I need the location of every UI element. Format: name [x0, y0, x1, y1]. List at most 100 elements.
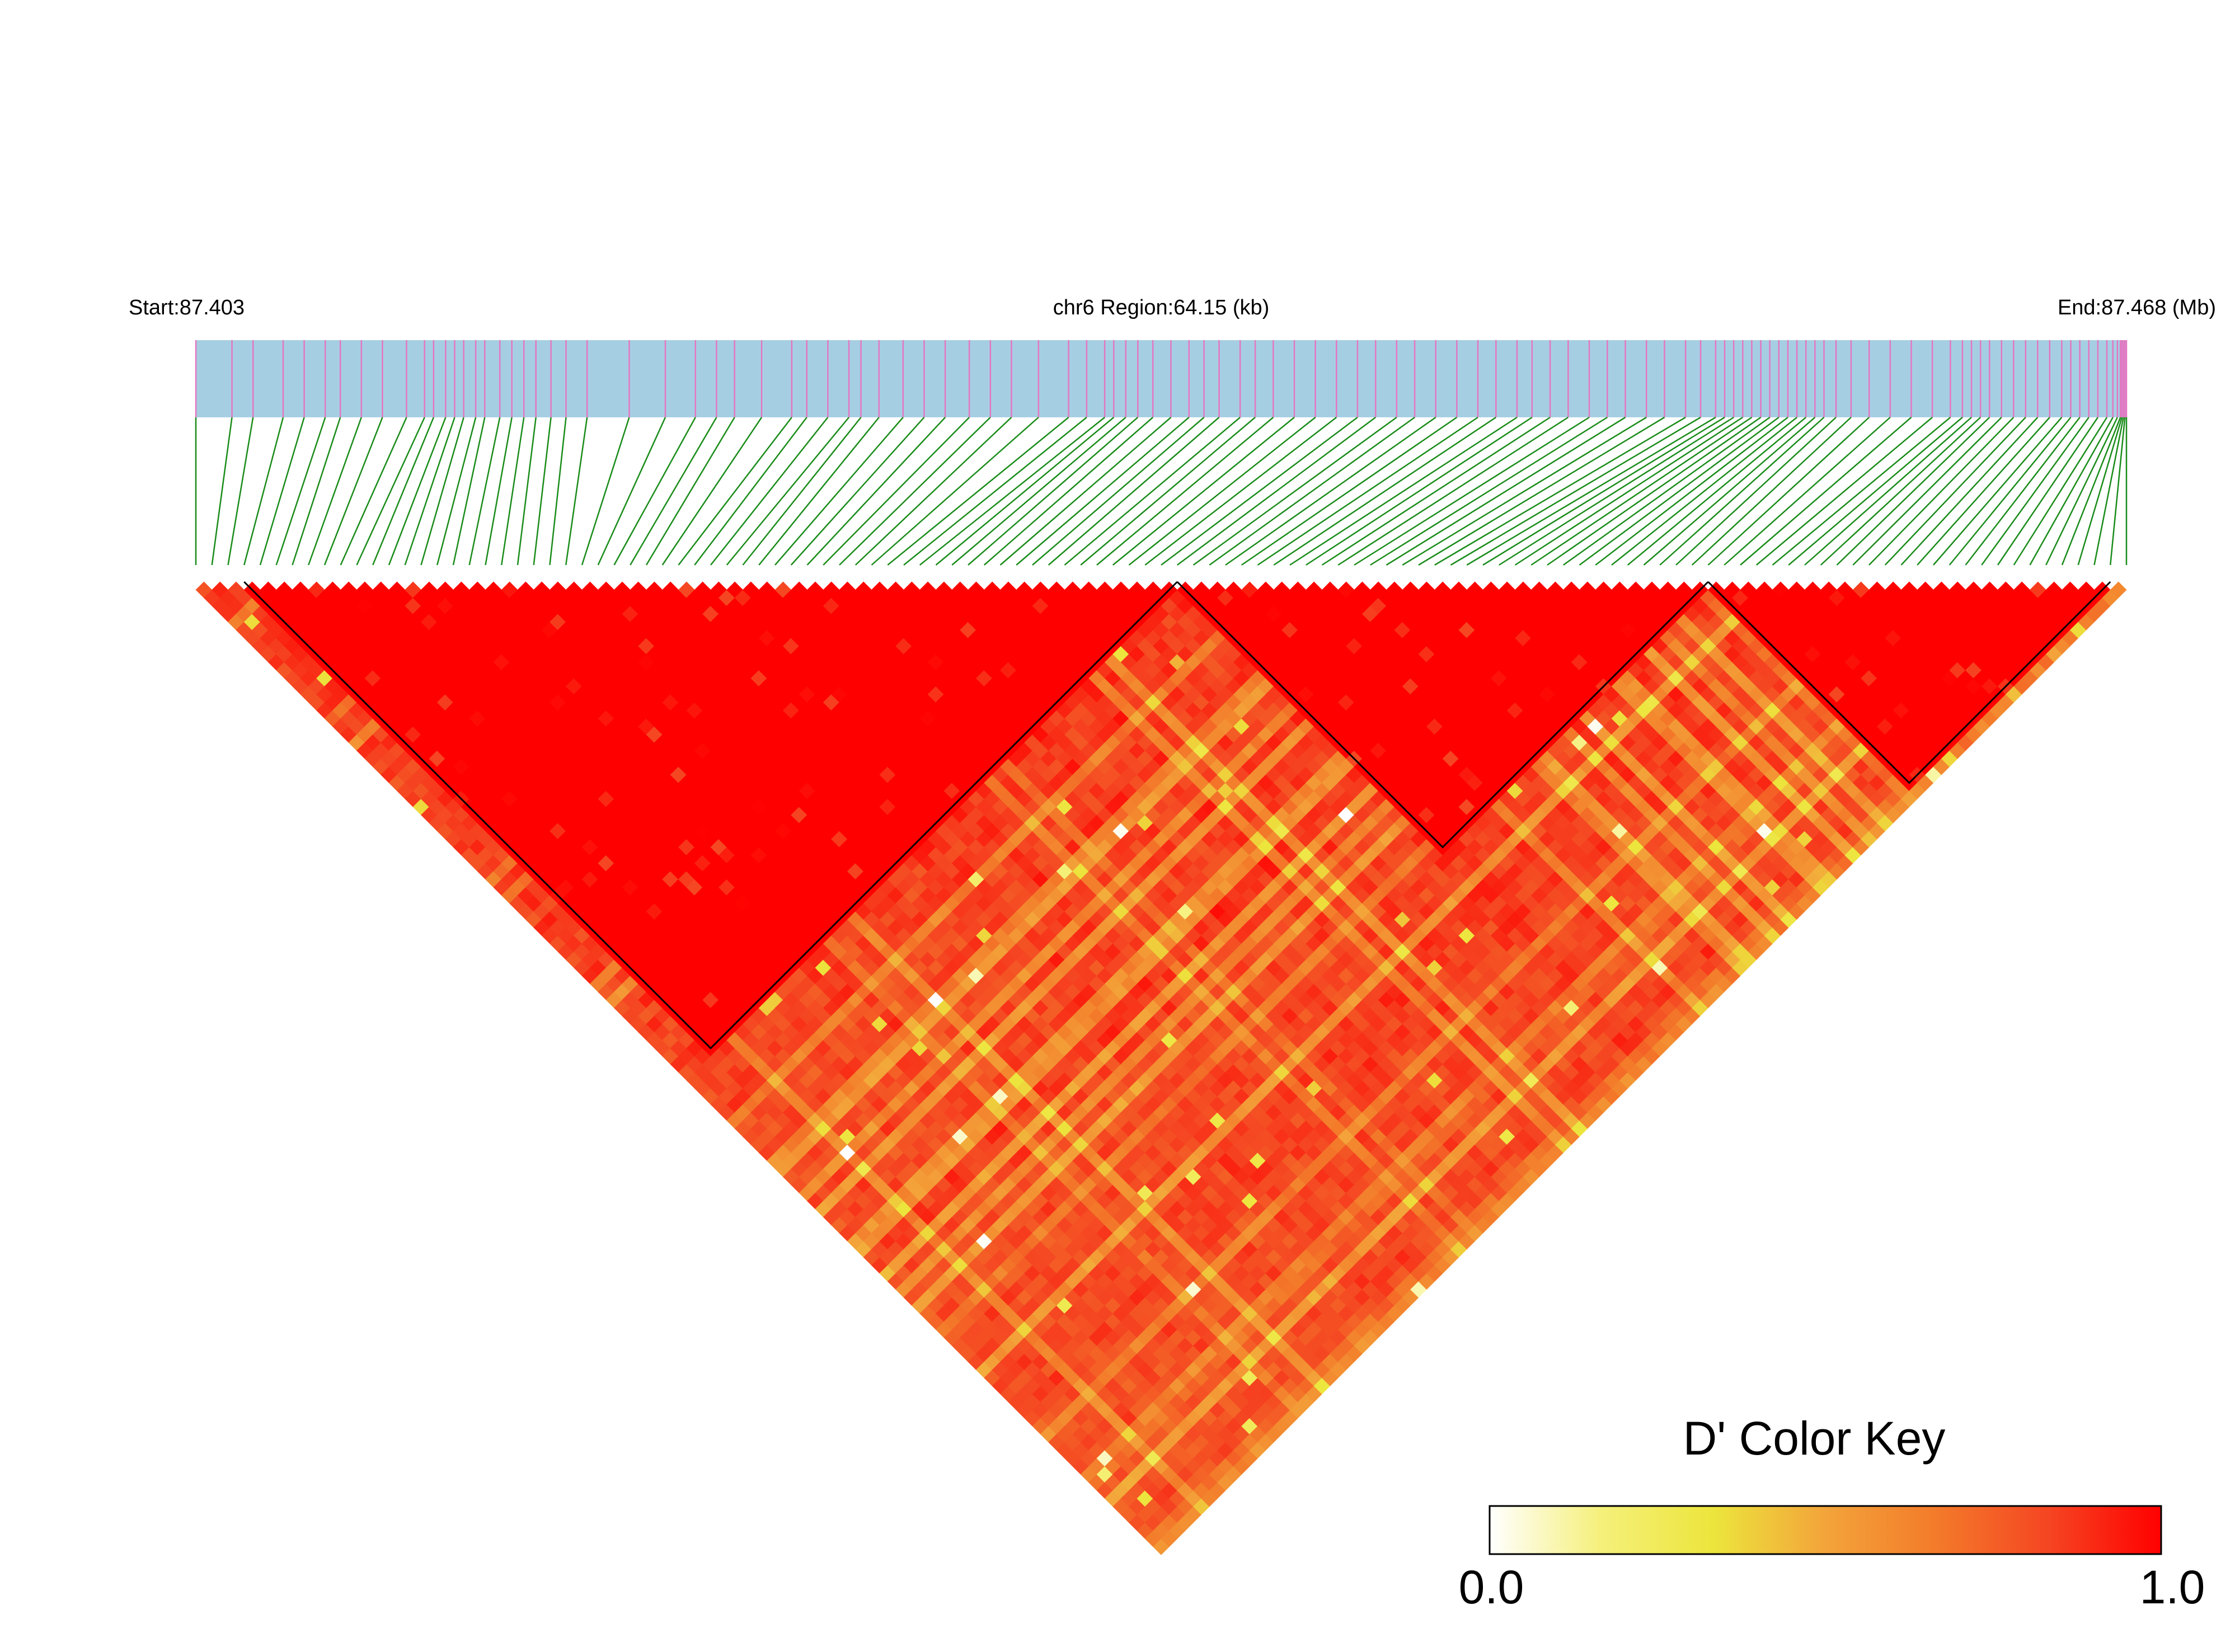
snp-connector: [436, 417, 477, 566]
snp-connector: [823, 417, 970, 566]
snp-connector: [517, 417, 537, 566]
snp-connector: [1482, 416, 1725, 566]
snp-connector: [1096, 417, 1274, 566]
snp-connector: [774, 417, 904, 566]
snp-connector: [1161, 417, 1358, 566]
snp-connector: [790, 417, 925, 566]
snp-connector: [1144, 417, 1337, 566]
snp-connector: [871, 417, 1039, 566]
snp-connector: [1273, 416, 1496, 566]
snp-connector: [935, 417, 1115, 566]
snp-connector: [275, 417, 326, 566]
snp-connector: [1804, 417, 1972, 566]
snp-connector: [710, 417, 829, 566]
snp-connector: [613, 417, 696, 566]
snp-connector: [1755, 417, 1933, 566]
snp-connector: [1209, 416, 1415, 566]
snp-connector: [2029, 417, 2114, 566]
snp-connector: [1900, 417, 2039, 566]
snp-connector: [1675, 417, 1837, 566]
snp-connector: [951, 417, 1126, 566]
snp-connector: [661, 417, 763, 566]
snp-connector: [1547, 416, 1762, 566]
snp-connector: [1981, 417, 2090, 566]
snp-connector: [1884, 417, 2026, 566]
snp-connector: [806, 417, 946, 566]
snp-connector: [356, 417, 425, 566]
snp-connector: [1740, 417, 1912, 566]
snp-connector: [404, 417, 456, 566]
snp-connector: [1112, 417, 1295, 566]
snp-connector: [259, 417, 305, 566]
snp-connector: [1530, 416, 1753, 566]
snp-connector: [485, 417, 513, 566]
snp-connector: [2061, 417, 2121, 566]
snp-connector: [1772, 417, 1951, 566]
snp-connector: [1386, 416, 1626, 566]
snp-track: [196, 340, 2126, 417]
snp-connector: [1997, 417, 2098, 566]
snp-connector: [1691, 417, 1852, 566]
snp-connector: [2110, 417, 2126, 566]
snp-connector: [1611, 417, 1797, 566]
snp-connector: [1225, 416, 1436, 566]
snp-connector: [420, 417, 464, 566]
snp-connector: [533, 417, 552, 566]
snp-connector: [694, 417, 807, 566]
snp-connector: [565, 417, 588, 566]
snp-connector: [1257, 416, 1478, 566]
snp-connector: [1370, 416, 1608, 566]
snp-connector: [1306, 416, 1533, 566]
snp-ticks: [195, 340, 2128, 417]
snp-connector: [581, 417, 630, 566]
snp-connector: [839, 417, 991, 566]
snp-connector: [2045, 417, 2118, 566]
snp-connector: [1595, 417, 1788, 566]
region-label: chr6 Region:64.15 (kb): [1053, 296, 1270, 319]
end-label: End:87.468 (Mb): [2058, 296, 2216, 319]
snp-connector: [308, 417, 362, 566]
snp-connector: [1289, 416, 1518, 566]
snp-connector: [1643, 417, 1816, 566]
snp-connector: [919, 417, 1105, 566]
snp-connector: [1032, 417, 1205, 566]
snp-connector: [1499, 416, 1734, 566]
snp-connector: [1948, 417, 2072, 566]
snp-connector: [903, 417, 1087, 566]
snp-connector: [968, 417, 1139, 566]
snp-connector: [1450, 416, 1701, 566]
snp-connector: [388, 417, 447, 566]
snp-connector: [243, 417, 284, 566]
snp-connector: [630, 417, 717, 566]
snp-connector: [1177, 416, 1376, 566]
snp-connector: [1659, 417, 1825, 566]
snp-connector: [1836, 417, 1990, 566]
snp-connector: [1337, 416, 1569, 566]
snp-connector: [1563, 416, 1771, 566]
snp-connector: [1354, 416, 1590, 566]
snp-connector: [1852, 417, 2002, 566]
snp-connector: [501, 417, 525, 566]
snp-connector: [999, 417, 1172, 566]
snp-connector: [1627, 417, 1807, 566]
snp-connector: [2077, 417, 2123, 566]
snp-connector: [211, 417, 233, 566]
snp-connector: [1321, 416, 1551, 566]
ld-heatmap: [195, 581, 2127, 1555]
snp-connector: [1064, 417, 1241, 566]
snp-connector: [292, 417, 341, 566]
snp-connector: [2013, 417, 2108, 566]
snp-connector: [1466, 416, 1716, 566]
snp-connector: [1434, 416, 1686, 566]
snp-connector: [372, 417, 435, 566]
snp-connector: [1128, 417, 1316, 566]
snp-connector: [1016, 417, 1190, 566]
snp-connector: [452, 417, 486, 566]
snp-connector: [1707, 417, 1870, 566]
snp-connector: [468, 417, 501, 566]
snp-connector: [227, 417, 254, 566]
snp-connector: [1788, 417, 1963, 566]
snp-connector: [1724, 417, 1891, 566]
snp-connector: [2093, 417, 2124, 566]
snp-connector: [1820, 417, 1982, 566]
